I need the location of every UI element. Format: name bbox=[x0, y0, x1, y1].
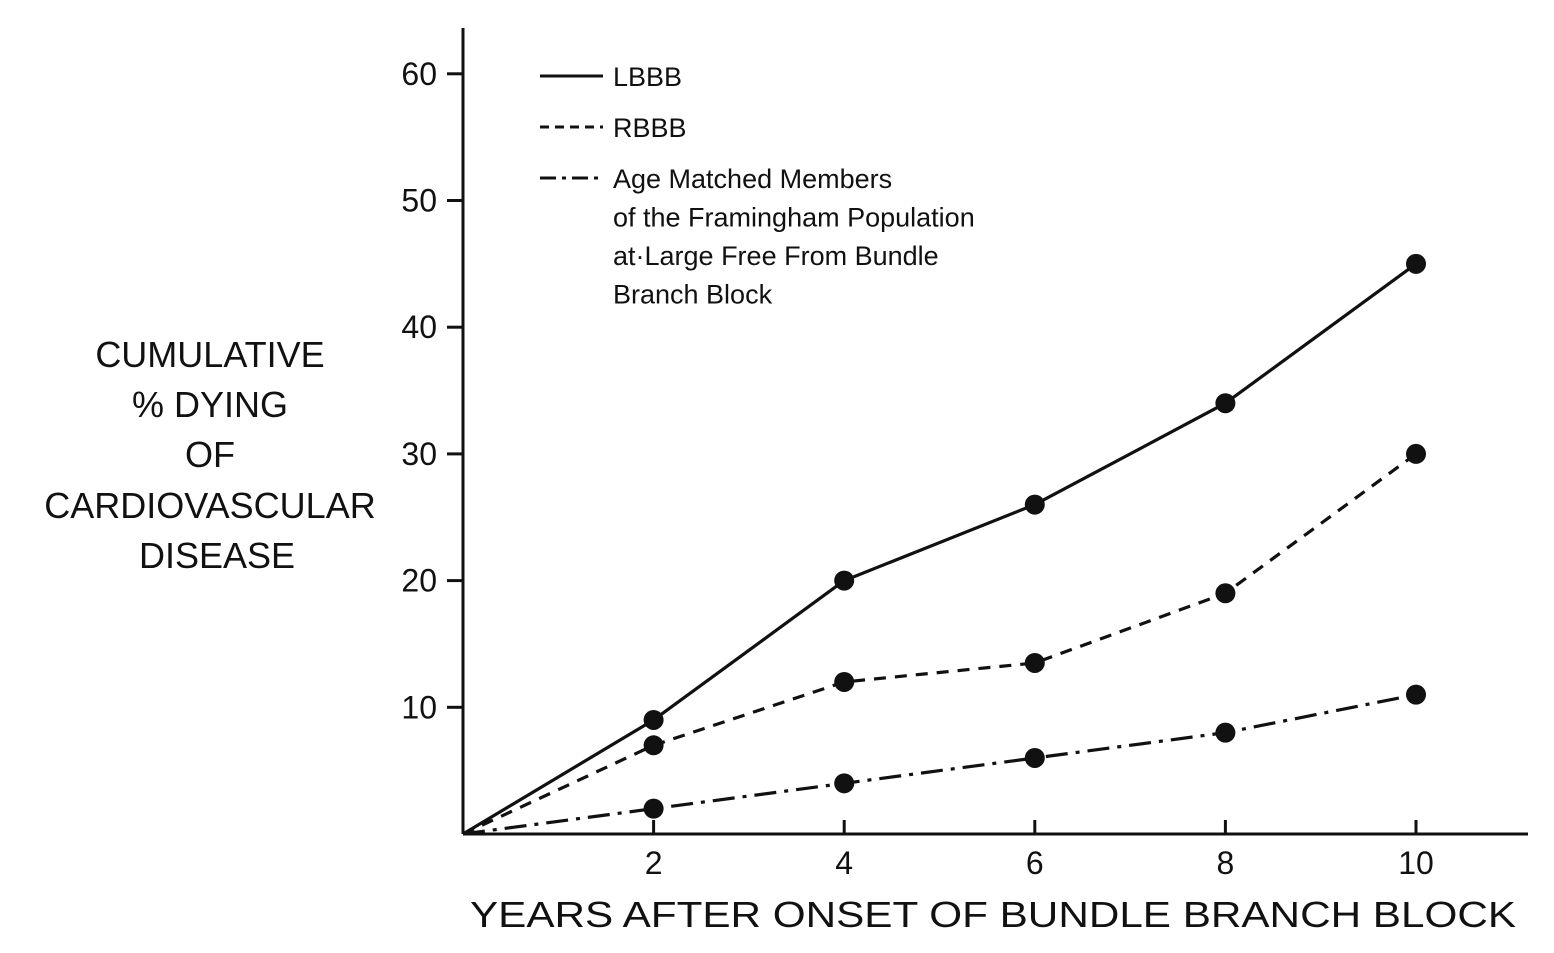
data-point bbox=[1215, 722, 1236, 743]
y-axis-title-line: OF bbox=[185, 434, 235, 475]
data-point bbox=[1024, 747, 1045, 768]
data-point bbox=[643, 709, 664, 730]
y-tick-label: 60 bbox=[401, 56, 437, 92]
data-point bbox=[643, 735, 664, 756]
y-tick-label: 10 bbox=[401, 689, 437, 725]
y-axis-title: CUMULATIVE % DYING OF CARDIOVASCULAR DIS… bbox=[44, 334, 375, 576]
x-axis-title: YEARS AFTER ONSET OF BUNDLE BRANCH BLOCK bbox=[470, 894, 1516, 935]
ticks: 10 20 30 40 50 60 2 4 6 8 10 bbox=[401, 56, 1433, 881]
y-tick-label: 40 bbox=[401, 309, 437, 345]
y-tick-label: 50 bbox=[401, 183, 437, 219]
x-tick-label: 4 bbox=[835, 845, 853, 881]
data-point bbox=[1024, 652, 1045, 673]
series-line bbox=[462, 452, 1417, 836]
data-point bbox=[643, 798, 664, 819]
data-point bbox=[1406, 253, 1426, 274]
y-axis-title-line: % DYING bbox=[132, 384, 288, 425]
legend-label: at·Large Free From Bundle bbox=[613, 241, 939, 271]
x-tick-label: 8 bbox=[1217, 845, 1235, 881]
data-point bbox=[1215, 583, 1236, 604]
x-tick-label: 10 bbox=[1398, 845, 1434, 881]
data-point bbox=[834, 773, 855, 794]
legend-label: RBBB bbox=[613, 113, 687, 143]
x-tick-label: 6 bbox=[1026, 845, 1044, 881]
y-axis-title-line: CARDIOVASCULAR bbox=[44, 485, 375, 526]
legend-label: Branch Block bbox=[613, 280, 773, 310]
legend-label: of the Framingham Population bbox=[613, 203, 975, 233]
legend: LBBB RBBB Age Matched Members of the Framin… bbox=[540, 62, 975, 310]
series-3 bbox=[462, 684, 1426, 836]
series-line bbox=[462, 262, 1417, 836]
series-1 bbox=[462, 253, 1426, 836]
legend-label: LBBB bbox=[613, 62, 682, 92]
series-2 bbox=[462, 443, 1426, 836]
data-point bbox=[834, 570, 855, 591]
x-tick-label: 2 bbox=[645, 845, 663, 881]
series-line bbox=[462, 693, 1417, 836]
legend-label: Age Matched Members bbox=[613, 164, 892, 194]
y-axis-title-line: DISEASE bbox=[139, 535, 295, 576]
y-tick-label: 20 bbox=[401, 563, 437, 599]
y-tick-label: 30 bbox=[401, 436, 437, 472]
data-point bbox=[1215, 393, 1236, 414]
series-group bbox=[462, 253, 1426, 836]
axes bbox=[461, 28, 1528, 836]
y-axis-title-line: CUMULATIVE bbox=[95, 334, 324, 375]
data-point bbox=[1406, 684, 1426, 705]
data-point bbox=[834, 671, 855, 692]
data-point bbox=[1406, 443, 1426, 464]
data-point bbox=[1024, 494, 1045, 515]
